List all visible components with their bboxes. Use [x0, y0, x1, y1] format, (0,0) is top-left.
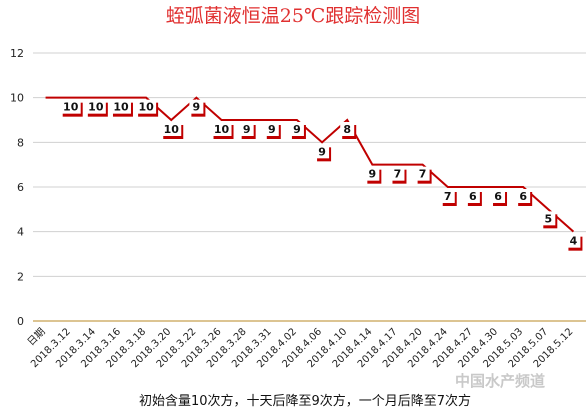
data-label-text: 6 — [519, 190, 527, 203]
y-tick-label: 4 — [17, 226, 24, 239]
data-labels: 10 10 10 10 10 9 10 9 9 9 9 8 9 7 7 7 6 6 6 5 4 — [60, 99, 583, 251]
data-label-text: 7 — [419, 168, 427, 181]
data-label-box — [85, 99, 106, 114]
series-line-path — [45, 96, 575, 233]
data-label: 10 — [110, 99, 133, 117]
data-label: 10 — [136, 99, 159, 117]
data-label: 9 — [365, 166, 382, 184]
y-tick-label: 0 — [17, 315, 24, 328]
data-label-box — [110, 99, 131, 114]
data-label-box — [415, 166, 430, 181]
x-tick-label: 日期 — [25, 326, 48, 349]
data-label: 5 — [541, 211, 558, 229]
data-label-text: 10 — [164, 123, 180, 136]
data-label-box — [340, 122, 355, 136]
data-label-box — [60, 99, 81, 114]
data-label-box — [264, 122, 279, 136]
data-label-text: 10 — [138, 101, 154, 114]
data-label-text: 10 — [63, 101, 79, 114]
data-label-box — [289, 122, 304, 136]
data-label-text: 6 — [494, 190, 502, 203]
data-label-text: 9 — [268, 123, 276, 136]
data-label-box — [161, 122, 182, 136]
watermark: 中国水产频道 — [455, 372, 545, 390]
data-label-box — [189, 99, 204, 114]
data-label-box — [516, 189, 531, 203]
data-label-box — [390, 166, 405, 181]
data-label-text: 6 — [469, 190, 477, 203]
data-label-text: 9 — [243, 123, 251, 136]
data-label-box — [465, 189, 480, 203]
chart-title: 蛭弧菌液恒温25℃跟踪检测图 — [166, 5, 420, 27]
y-tick-label: 12 — [10, 47, 24, 60]
data-label-text: 9 — [193, 101, 201, 114]
data-label-box — [239, 122, 254, 136]
series-line — [45, 96, 575, 233]
data-label-text: 9 — [318, 145, 326, 158]
data-label: 6 — [465, 189, 482, 206]
data-label-text: 4 — [570, 235, 578, 248]
data-label-text: 7 — [444, 190, 452, 203]
data-label-box — [541, 211, 556, 226]
data-label-box — [491, 189, 506, 203]
data-label-box — [566, 233, 581, 248]
data-label-box — [365, 166, 380, 181]
data-label: 7 — [415, 166, 432, 184]
data-label: 9 — [315, 144, 332, 162]
data-label: 9 — [289, 122, 306, 139]
data-label-box — [315, 144, 330, 159]
data-label-text: 10 — [214, 123, 230, 136]
data-label: 9 — [264, 122, 281, 139]
data-label-text: 9 — [369, 168, 377, 181]
data-label: 10 — [85, 99, 108, 117]
y-tick-label: 8 — [17, 136, 24, 149]
data-label-text: 8 — [343, 123, 351, 136]
data-label: 8 — [340, 122, 357, 139]
data-label-box — [440, 189, 455, 203]
y-tick-label: 2 — [17, 270, 24, 283]
data-label: 6 — [516, 189, 533, 206]
data-label-text: 7 — [394, 168, 402, 181]
data-label: 4 — [566, 233, 583, 251]
y-tick-label: 10 — [10, 92, 24, 105]
data-label-text: 10 — [88, 101, 104, 114]
data-label: 10 — [60, 99, 83, 117]
x-axis-ticks: 日期2018.3.122018.3.142018.3.162018.3.1820… — [25, 326, 575, 370]
data-label: 10 — [211, 122, 234, 139]
y-axis-ticks: 0 2 4 6 8 10 12 — [10, 47, 24, 328]
data-label: 10 — [161, 122, 184, 139]
data-label: 6 — [491, 189, 508, 206]
chart-caption: 初始含量10次方，十天后降至9次方，一个月后降至7次方 — [139, 393, 471, 409]
data-label: 7 — [390, 166, 407, 184]
data-label-text: 10 — [113, 101, 129, 114]
data-label-box — [136, 99, 157, 114]
data-label: 9 — [239, 122, 256, 139]
y-tick-label: 6 — [17, 181, 24, 194]
data-label-text: 9 — [293, 123, 301, 136]
data-label: 7 — [440, 189, 457, 206]
data-label: 9 — [189, 99, 206, 117]
data-label-box — [211, 122, 232, 136]
data-label-text: 5 — [544, 212, 552, 225]
